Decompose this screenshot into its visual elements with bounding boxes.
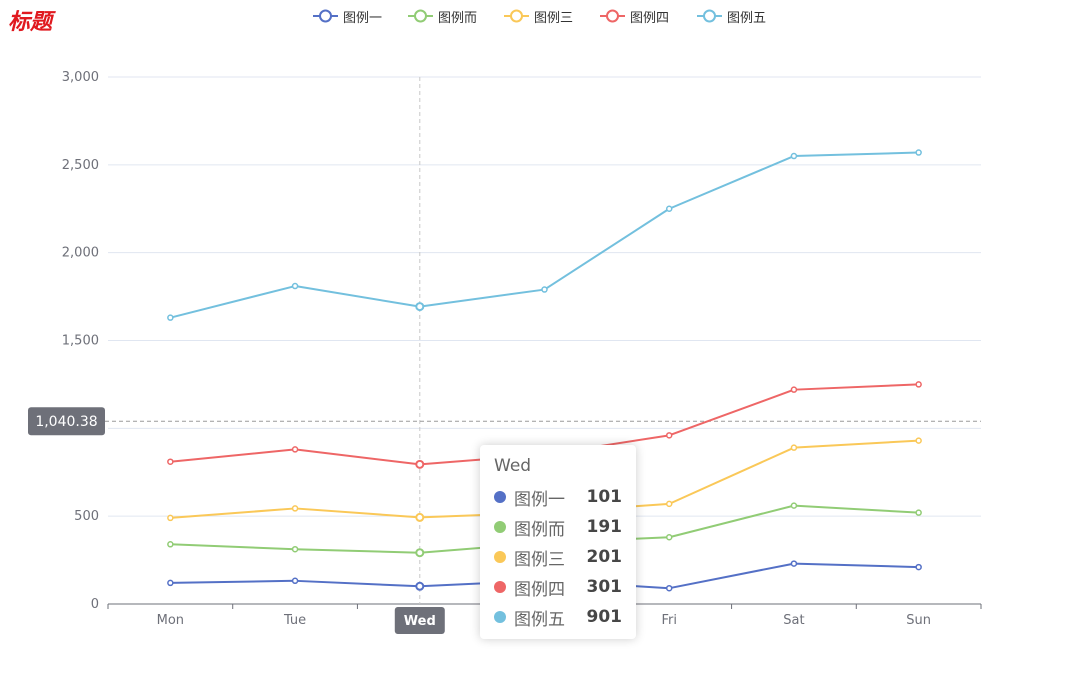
legend-label: 图例五 — [727, 10, 767, 26]
y-tick-label: 2,000 — [62, 246, 99, 261]
tooltip-row: 图例一 101 — [494, 482, 622, 512]
series-line — [170, 151, 919, 319]
data-point — [415, 548, 425, 558]
data-point — [291, 545, 299, 553]
data-point — [665, 205, 673, 212]
data-point — [665, 533, 673, 541]
data-point — [790, 152, 798, 160]
legend-line-circle-icon — [313, 9, 338, 23]
data-point — [790, 502, 798, 509]
tooltip-series-value: 201 — [586, 547, 623, 567]
legend-label: 图例四 — [630, 10, 670, 26]
y-tick-label: 2,500 — [62, 158, 99, 173]
legend-label: 图例而 — [438, 10, 478, 26]
data-point — [541, 286, 548, 293]
x-tick-label: Wed — [404, 614, 436, 629]
legend-line-circle-icon — [697, 9, 722, 23]
data-point — [915, 509, 922, 516]
data-point — [790, 444, 798, 451]
legend-item[interactable]: 图例三 — [504, 5, 573, 27]
tooltip: Wed 图例一 101 图例而 191 图例三 201 图例四 301 图例五 901 — [480, 445, 636, 639]
legend-item[interactable]: 图例四 — [600, 5, 669, 27]
legend-item[interactable]: 图例而 — [408, 5, 477, 27]
x-tick-label: Sun — [906, 613, 931, 628]
data-point — [915, 563, 922, 571]
data-point — [415, 459, 425, 469]
data-point — [415, 581, 425, 591]
y-tick-label: 0 — [91, 597, 99, 612]
data-point — [915, 437, 922, 444]
x-axis-pointer-badge — [394, 607, 445, 634]
x-tick-label: Mon — [157, 613, 184, 628]
tooltip-series-name: 图例一 — [514, 489, 565, 510]
legend-item[interactable]: 图例一 — [313, 5, 382, 27]
tooltip-series-value: 191 — [586, 517, 623, 537]
data-point — [167, 541, 174, 548]
data-point — [790, 560, 798, 567]
x-tick-label: Fri — [661, 613, 677, 628]
data-point — [915, 381, 922, 388]
series-marker-icon — [494, 551, 506, 563]
legend-item[interactable]: 图例五 — [697, 5, 766, 27]
data-point — [790, 386, 798, 393]
y-axis-pointer-label: 1,040.38 — [35, 414, 97, 430]
y-tick-label: 1,500 — [62, 334, 99, 349]
data-point — [665, 584, 673, 592]
tooltip-row: 图例五 901 — [494, 602, 622, 632]
tooltip-series-value: 101 — [586, 487, 623, 507]
data-point — [291, 282, 299, 290]
y-tick-label: 3,000 — [62, 70, 99, 85]
data-point — [291, 577, 299, 585]
tooltip-series-name: 图例三 — [514, 549, 565, 570]
tooltip-row: 图例而 191 — [494, 512, 622, 542]
data-point — [167, 314, 174, 321]
data-point — [665, 432, 673, 439]
legend-line-circle-icon — [600, 9, 625, 23]
data-point — [415, 512, 425, 522]
tooltip-series-name: 图例四 — [514, 579, 565, 600]
data-point — [415, 302, 425, 312]
tooltip-row: 图例四 301 — [494, 572, 622, 602]
tooltip-series-name: 图例而 — [514, 519, 565, 540]
x-tick-label: Tue — [283, 613, 306, 628]
series-marker-icon — [494, 521, 506, 533]
legend: 图例一 图例而 图例三 图例四 图例五 — [0, 5, 1089, 27]
series-marker-icon — [494, 611, 506, 623]
legend-label: 图例一 — [343, 10, 383, 26]
y-axis-pointer-badge — [28, 407, 105, 436]
x-tick-label: Sat — [783, 613, 804, 628]
series-marker-icon — [494, 581, 506, 593]
data-point — [291, 446, 299, 453]
data-point — [915, 149, 922, 156]
data-point — [291, 505, 299, 512]
legend-line-circle-icon — [504, 9, 529, 23]
data-point — [167, 514, 174, 522]
tooltip-title: Wed — [494, 456, 532, 476]
data-point — [665, 500, 673, 508]
tooltip-series-value: 301 — [586, 577, 623, 597]
data-point — [167, 579, 174, 587]
tooltip-series-name: 图例五 — [514, 609, 565, 630]
data-point — [167, 458, 174, 465]
tooltip-series-value: 901 — [586, 607, 623, 627]
series-marker-icon — [494, 491, 506, 503]
tooltip-row: 图例三 201 — [494, 542, 622, 572]
chart-title: 标题 — [8, 10, 53, 35]
y-tick-label: 500 — [74, 509, 99, 524]
legend-line-circle-icon — [408, 9, 433, 23]
legend-label: 图例三 — [534, 10, 574, 26]
